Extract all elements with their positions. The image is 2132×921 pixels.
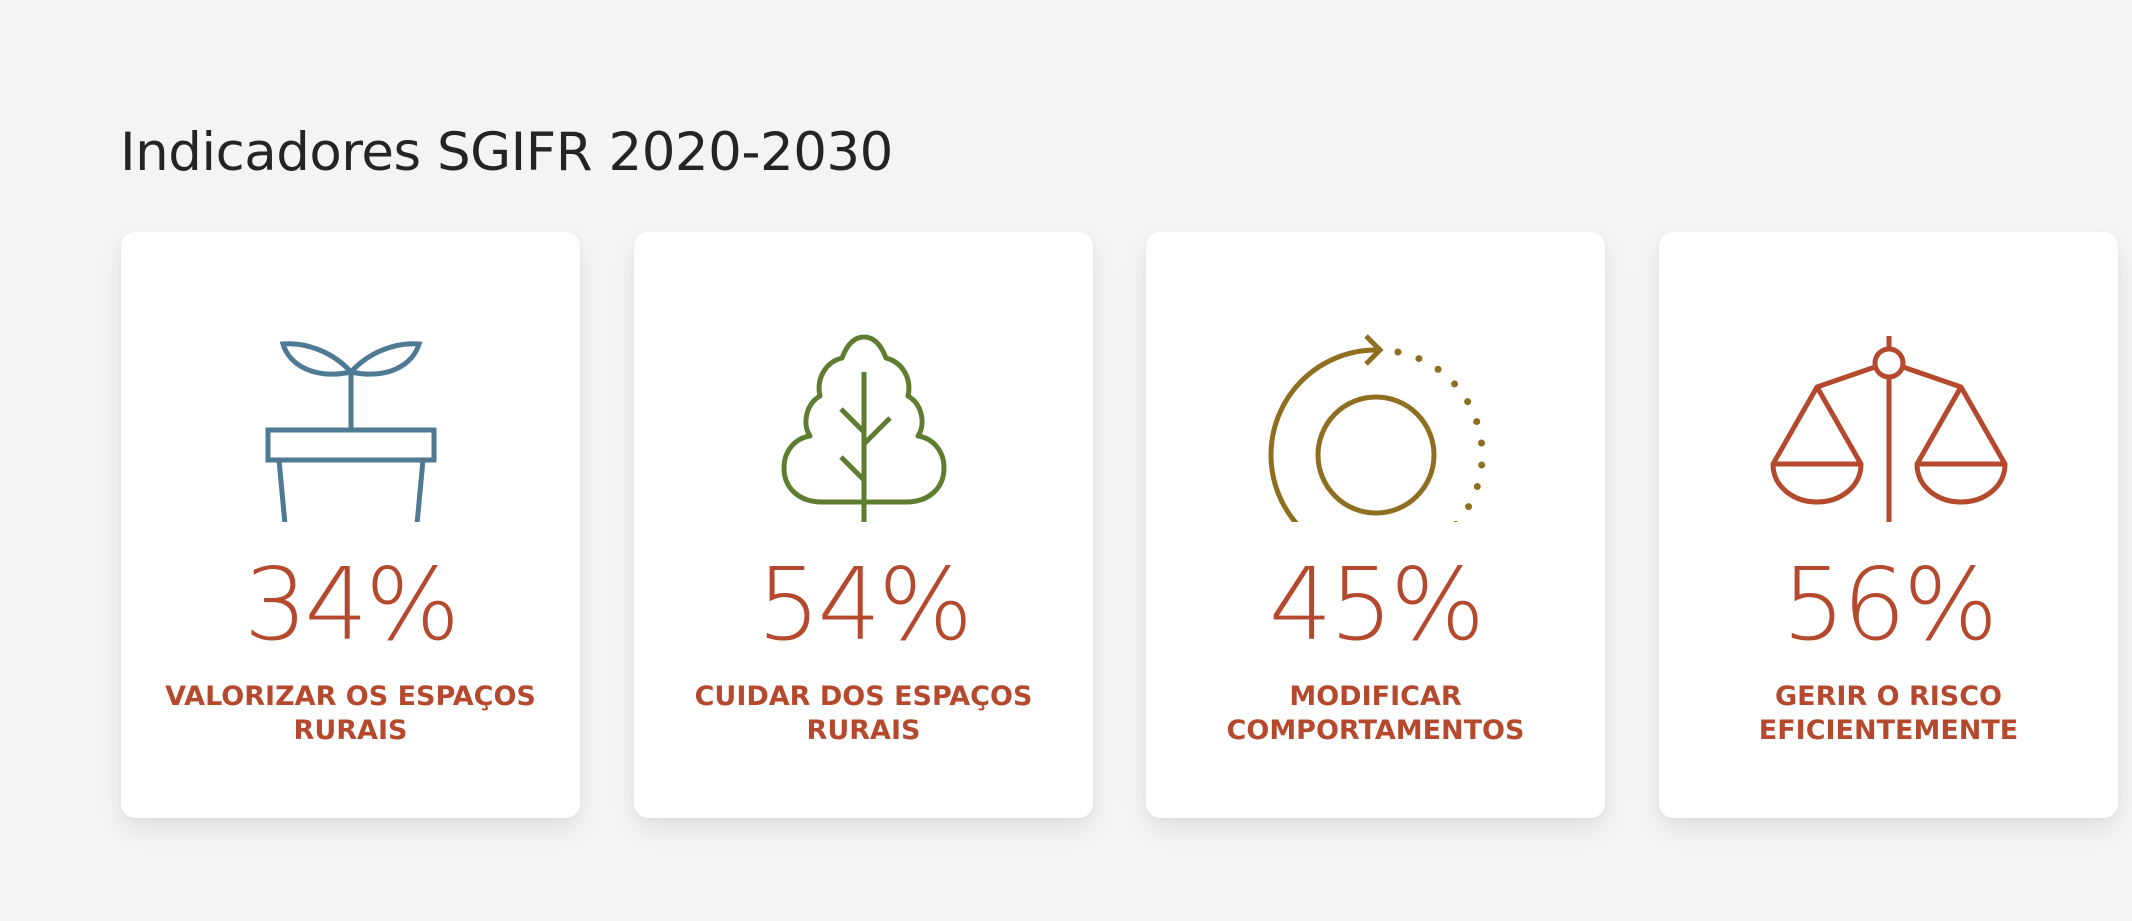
indicator-card-valorizar: 34% VALORIZAR OS ESPAÇOS RURAIS [121,232,580,818]
section-title: Indicadores SGIFR 2020-2030 [120,122,893,183]
indicator-label: CUIDAR DOS ESPAÇOS RURAIS [694,681,1033,746]
indicator-value: 45% [1268,546,1485,663]
indicator-value: 34% [243,546,460,663]
plant-pot-icon [201,282,501,522]
balance-scale-icon [1739,282,2039,522]
cycle-arrow-icon [1226,282,1526,522]
indicator-value: 56% [1781,546,1998,663]
indicator-label: VALORIZAR OS ESPAÇOS RURAIS [165,681,536,746]
indicator-value: 54% [756,546,973,663]
indicator-card-cuidar: 54% CUIDAR DOS ESPAÇOS RURAIS [634,232,1093,818]
tree-icon [714,282,1014,522]
indicator-label: MODIFICAR COMPORTAMENTOS [1226,681,1525,746]
indicator-label: GERIR O RISCO EFICIENTEMENTE [1758,681,2019,746]
indicator-card-modificar: 45% MODIFICAR COMPORTAMENTOS [1146,232,1605,818]
indicator-card-gerir: 56% GERIR O RISCO EFICIENTEMENTE [1659,232,2118,818]
